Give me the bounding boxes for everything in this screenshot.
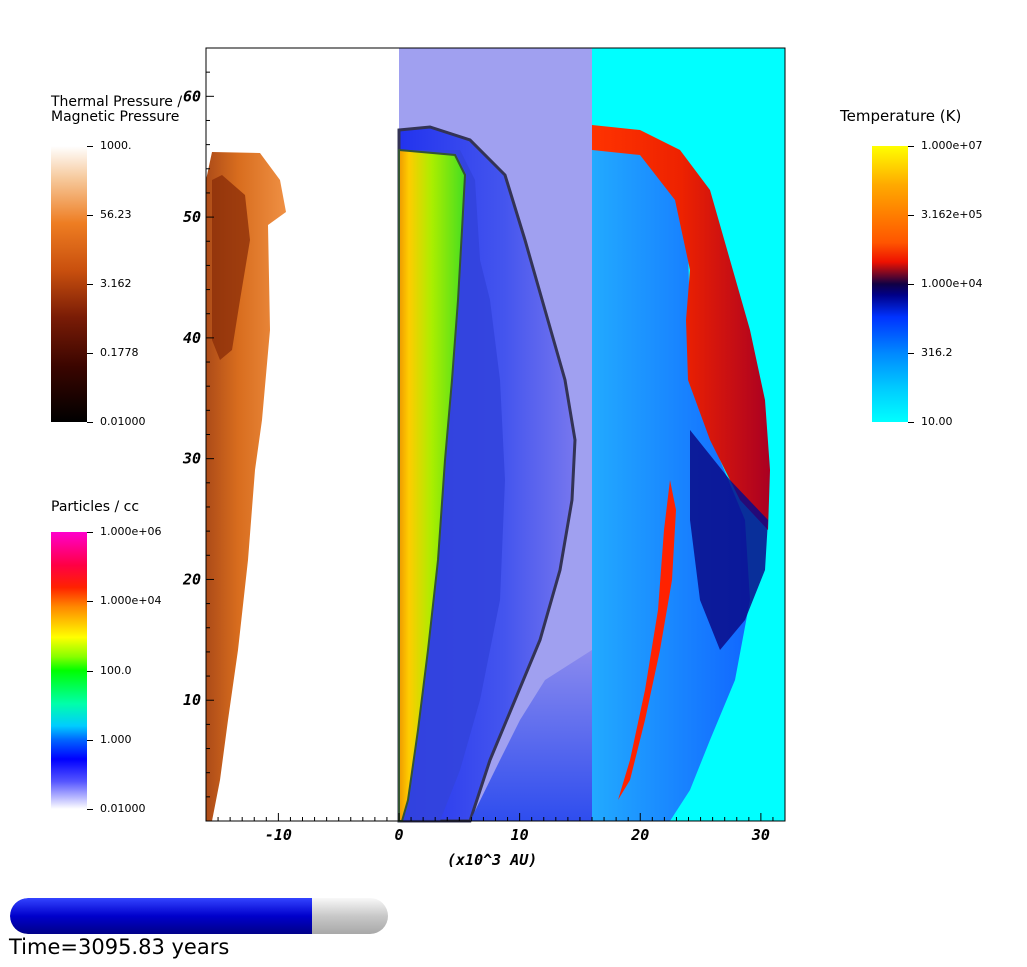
- density-colorbar-label: 1.000: [100, 733, 132, 746]
- density-colorbar: [51, 532, 87, 809]
- density-colorbar-label: 1.000e+04: [100, 594, 162, 607]
- pressure-colorbar-tick: [87, 215, 93, 216]
- x-tick-label: 0: [394, 826, 403, 844]
- time-progress-bar: [10, 898, 388, 934]
- density-core: [398, 148, 467, 822]
- temperature-colorbar: [872, 146, 908, 422]
- temperature-colorbar-tick: [908, 284, 914, 285]
- pressure-colorbar-tick: [87, 422, 93, 423]
- pressure-core: [212, 175, 250, 360]
- temperature-shell: [592, 125, 770, 530]
- density-colorbar-tick: [87, 601, 93, 602]
- density-colorbar-tick: [87, 671, 93, 672]
- density-lower-region: [470, 650, 592, 821]
- time-progress-fill: [10, 898, 313, 934]
- axis-ticks: [205, 47, 786, 821]
- x-tick-label: 30: [751, 826, 770, 844]
- y-tick-label: 50: [183, 208, 201, 226]
- pressure-colorbar-tick: [87, 284, 93, 285]
- density-colorbar-tick: [87, 532, 93, 533]
- temperature-colorbar-label: 3.162e+05: [921, 208, 983, 221]
- x-tick-label: -10: [265, 826, 292, 844]
- y-tick-label: 20: [182, 570, 201, 588]
- time-label: Time=3095.83 years: [9, 935, 230, 959]
- temperature-colorbar-tick: [908, 146, 914, 147]
- density-colorbar-label: 1.000e+06: [100, 525, 162, 538]
- pressure-colorbar-tick: [87, 146, 93, 147]
- pressure-colorbar-tick: [87, 353, 93, 354]
- temperature-inner: [592, 130, 750, 821]
- temperature-cool-band: [690, 430, 768, 650]
- temperature-colorbar-title: Temperature (K): [840, 107, 962, 125]
- y-tick-label: 40: [183, 329, 201, 347]
- x-tick-label: 10: [511, 826, 529, 844]
- temperature-colorbar-label: 10.00: [921, 415, 953, 428]
- axis-tick-labels: -10 0 10 20 30 10 20 30 40 50 60: [182, 87, 770, 844]
- density-colorbar-label: 100.0: [100, 664, 132, 677]
- density-colorbar-title: Particles / cc: [51, 499, 140, 515]
- temperature-colorbar-label: 1.000e+04: [921, 277, 983, 290]
- density-colorbar-label: 0.01000: [100, 802, 146, 815]
- pressure-colorbar-title-line1: Thermal Pressure /: [51, 94, 183, 110]
- y-tick-label: 10: [183, 691, 201, 709]
- density-colorbar-tick: [87, 809, 93, 810]
- temperature-colorbar-label: 1.000e+07: [921, 139, 983, 152]
- temperature-hot-filament: [618, 480, 676, 800]
- pressure-colorbar: [51, 146, 87, 422]
- temperature-colorbar-tick: [908, 353, 914, 354]
- pressure-colorbar-label: 56.23: [100, 208, 132, 221]
- density-colorbar-tick: [87, 740, 93, 741]
- x-axis-title: (x10^3 AU): [447, 851, 538, 869]
- pressure-colorbar-title: Thermal Pressure / Magnetic Pressure: [51, 95, 182, 125]
- temperature-colorbar-tick: [908, 422, 914, 423]
- pressure-colorbar-label: 0.01000: [100, 415, 146, 428]
- pressure-colorbar-label: 0.1778: [100, 346, 139, 359]
- pressure-colorbar-title-line2: Magnetic Pressure: [51, 109, 180, 125]
- pressure-colorbar-label: 3.162: [100, 277, 132, 290]
- temperature-colorbar-tick: [908, 215, 914, 216]
- pressure-colorbar-label: 1000.: [100, 139, 132, 152]
- y-tick-label: 60: [183, 87, 201, 105]
- x-tick-label: 20: [630, 826, 649, 844]
- temperature-colorbar-label: 316.2: [921, 346, 953, 359]
- y-tick-label: 30: [182, 450, 201, 468]
